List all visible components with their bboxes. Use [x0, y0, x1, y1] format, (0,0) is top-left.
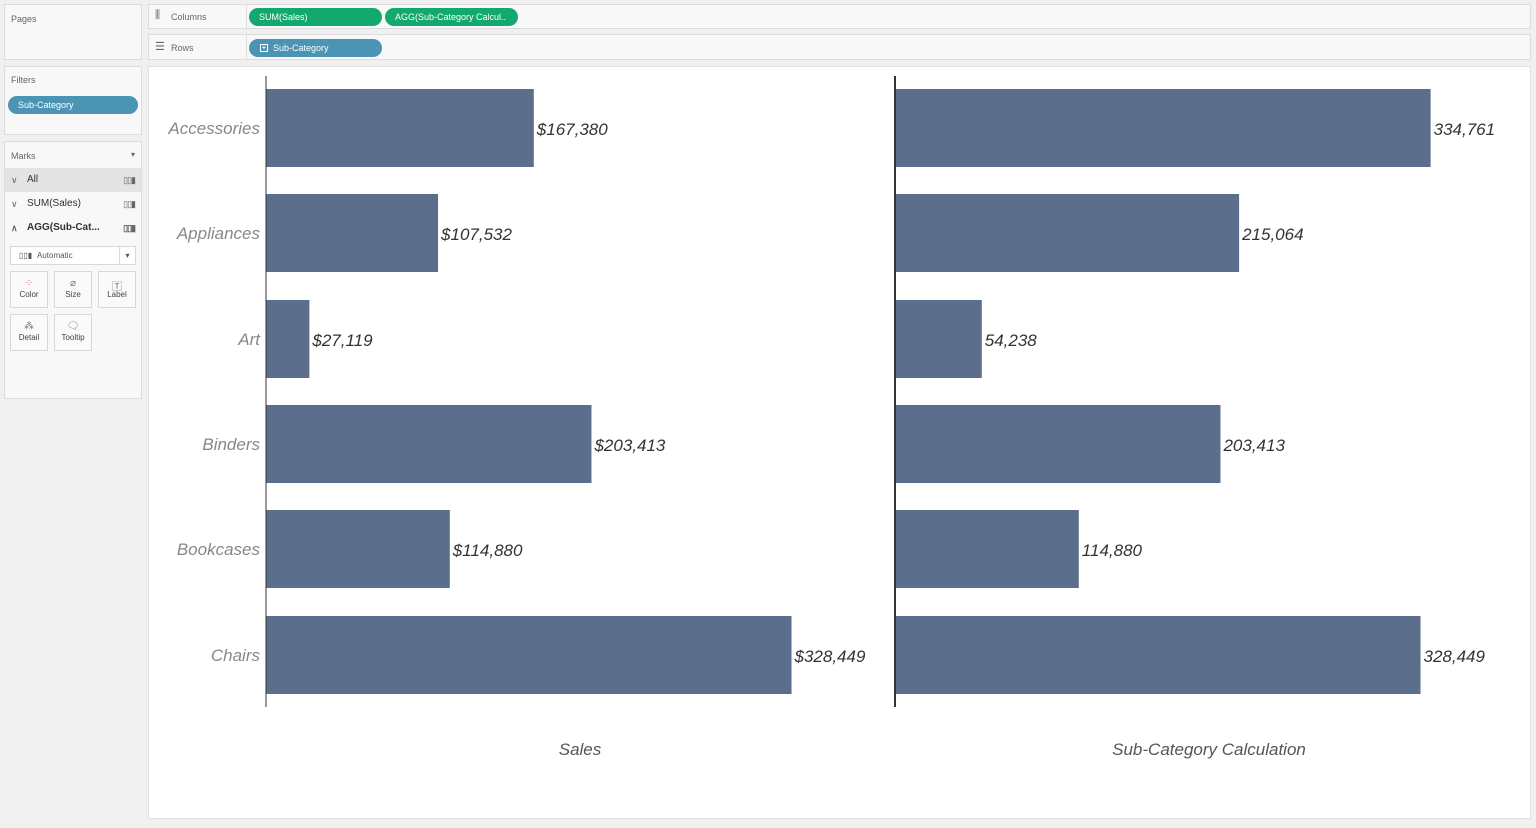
filters-shelf[interactable]: Filters Sub-Category — [4, 66, 142, 135]
tooltip-label: Tooltip — [61, 333, 85, 342]
marks-card-all[interactable]: ∨ All ▯▯▮ — [5, 168, 141, 192]
size-label: Size — [65, 290, 81, 299]
data-label: $107,532 — [440, 225, 512, 244]
filters-label: Filters — [11, 75, 36, 85]
tooltip-icon: 🗨 — [66, 321, 80, 332]
category-label: Accessories — [167, 119, 260, 138]
marks-card-label: SUM(Sales) — [27, 198, 81, 209]
mark-type-dropdown[interactable]: ▯▯▮ Automatic ▾ — [10, 246, 136, 265]
bar — [895, 616, 1421, 694]
category-label: Bookcases — [177, 540, 261, 559]
bar-chart-icon: ▯▯▮ — [123, 175, 136, 185]
chart-view: Accessories Appliances Art Binders Bookcases… — [148, 66, 1531, 819]
bar — [266, 405, 592, 483]
pages-label: Pages — [11, 14, 37, 24]
bar — [895, 510, 1079, 588]
columns-label: Columns — [171, 12, 207, 22]
rows-label: Rows — [171, 43, 194, 53]
expand-icon[interactable]: + — [260, 43, 268, 52]
label-label: Label — [107, 290, 127, 299]
columns-pill-agg-subcategory[interactable]: AGG(Sub-Category Calcul.. — [385, 8, 518, 26]
bar — [266, 510, 450, 588]
category-label: Art — [237, 330, 261, 349]
rows-icon: ☰ — [155, 41, 165, 53]
color-button[interactable]: ⁘ Color — [10, 271, 48, 308]
bar — [895, 194, 1240, 272]
data-label: 203,413 — [1222, 436, 1285, 455]
bar — [266, 194, 439, 272]
data-label: 328,449 — [1424, 647, 1486, 666]
chevron-down-icon[interactable]: ▾ — [119, 247, 135, 264]
data-label: 114,880 — [1082, 541, 1143, 560]
axis-title: Sub-Category Calculation — [1112, 740, 1306, 759]
bar — [266, 89, 534, 167]
data-label: $167,380 — [536, 120, 608, 139]
chevron-up-icon: ∧ — [11, 223, 18, 233]
data-label: $328,449 — [794, 647, 866, 666]
data-label: 215,064 — [1241, 225, 1303, 244]
marks-card-agg-subcategory[interactable]: ∧ AGG(Sub-Cat... ▯▯▮ — [5, 216, 141, 240]
columns-shelf[interactable]: ⫼ Columns SUM(Sales) AGG(Sub-Category Ca… — [148, 4, 1531, 29]
bar — [895, 300, 982, 378]
marks-menu-icon[interactable]: ▾ — [130, 150, 135, 159]
bar — [266, 300, 310, 378]
filter-pill-subcategory[interactable]: Sub-Category — [8, 96, 138, 114]
bar-chart: Accessories Appliances Art Binders Bookcases… — [167, 76, 1495, 759]
chevron-down-icon: ∨ — [11, 175, 18, 185]
axis-title: Sales — [559, 740, 602, 759]
marks-label: Marks — [11, 151, 36, 161]
size-icon: ⌀ — [69, 278, 77, 289]
marks-card-sum-sales[interactable]: ∨ SUM(Sales) ▯▯▮ — [5, 192, 141, 216]
tooltip-button[interactable]: 🗨 Tooltip — [54, 314, 92, 351]
color-icon: ⁘ — [24, 278, 34, 289]
rows-pill-subcategory[interactable]: Sub-Category — [249, 39, 382, 57]
size-button[interactable]: ⌀ Size — [54, 271, 92, 308]
marks-card-label: All — [27, 174, 39, 185]
label-icon: 🅃 — [112, 282, 122, 293]
mark-type-value: Automatic — [37, 251, 73, 260]
detail-label: Detail — [18, 333, 40, 342]
rows-shelf[interactable]: ☰ Rows Sub-Category + — [148, 34, 1531, 60]
detail-button[interactable]: ⁂ Detail — [10, 314, 48, 351]
pages-shelf[interactable]: Pages — [4, 4, 142, 60]
marks-card-label: AGG(Sub-Cat... — [27, 222, 100, 233]
data-label: $27,119 — [311, 331, 373, 350]
label-button[interactable]: 🅃 Label — [98, 271, 136, 308]
chevron-down-icon: ∨ — [11, 199, 18, 209]
data-label: 54,238 — [985, 331, 1038, 350]
category-label: Binders — [202, 435, 260, 454]
category-label: Appliances — [176, 224, 261, 243]
columns-pill-sum-sales[interactable]: SUM(Sales) — [249, 8, 382, 26]
columns-icon: ⫼ — [155, 9, 161, 21]
bar — [895, 89, 1431, 167]
detail-icon: ⁂ — [24, 321, 34, 332]
bar-chart-icon: ▯▯▮ — [19, 251, 33, 260]
bar-chart-icon: ▯▯▮ — [123, 199, 136, 209]
bar — [266, 616, 792, 694]
color-label: Color — [19, 290, 39, 299]
data-label: $203,413 — [593, 436, 665, 455]
bar — [895, 405, 1221, 483]
bar-chart-icon: ▯▯▮ — [123, 223, 136, 233]
marks-card: Marks ▾ ∨ All ▯▯▮ ∨ SUM(Sales) ▯▯▮ ∧ AGG(Sub-… — [4, 141, 142, 399]
data-label: 334,761 — [1434, 120, 1495, 139]
data-label: $114,880 — [452, 541, 523, 560]
category-label: Chairs — [211, 646, 261, 665]
